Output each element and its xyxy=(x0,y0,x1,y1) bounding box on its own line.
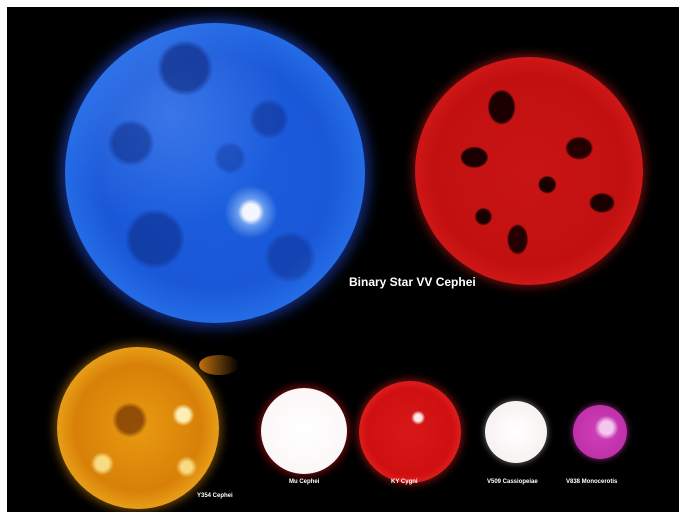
blue-star-surface xyxy=(65,23,365,323)
y354-cephei-star xyxy=(57,347,219,509)
ky-cygni-star xyxy=(359,381,461,483)
vv-cephei-red-star xyxy=(415,57,643,285)
star-comparison-image: Binary Star VV Cephei Y354 Cephei Mu Cep… xyxy=(7,7,679,512)
red-star-surface xyxy=(415,57,643,285)
v838-monocerotis-star xyxy=(573,405,627,459)
y354-flare xyxy=(199,355,239,375)
v509-cassiopeiae-label: V509 Cassiopeiae xyxy=(487,479,538,485)
ky-cygni-label: KY Cygni xyxy=(391,479,418,485)
vv-cephei-blue-star xyxy=(65,23,365,323)
v509-cassiopeiae-star xyxy=(485,401,547,463)
y354-cephei-label: Y354 Cephei xyxy=(197,493,233,499)
mu-cephei-label: Mu Cephei xyxy=(289,479,320,485)
v838-monocerotis-label: V838 Monocerotis xyxy=(566,479,618,485)
mu-cephei-star xyxy=(261,388,347,474)
binary-star-label: Binary Star VV Cephei xyxy=(349,275,476,289)
